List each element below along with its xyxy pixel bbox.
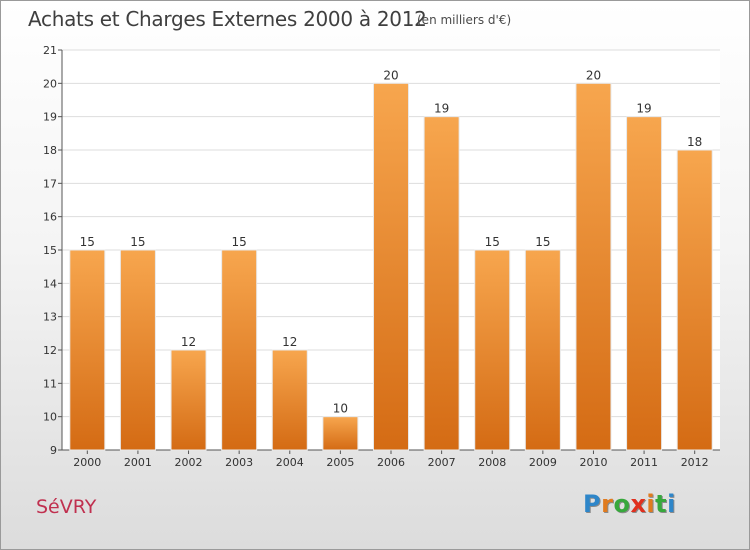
y-tick-label: 12 [43, 344, 57, 357]
x-tick-label: 2008 [478, 456, 506, 469]
proxiti-logo: Proxiti [583, 490, 676, 518]
bar-value-label: 12 [282, 335, 297, 349]
x-tick-label: 2007 [428, 456, 456, 469]
bar-value-label: 18 [687, 135, 702, 149]
bar-value-label: 15 [80, 235, 95, 249]
x-tick-label: 2002 [175, 456, 203, 469]
bar-value-label: 10 [333, 402, 348, 416]
logo-letter: i [667, 490, 676, 518]
bar [575, 82, 612, 451]
bar-value-label: 15 [485, 235, 500, 249]
bar-value-label: 15 [535, 235, 550, 249]
y-tick-label: 14 [43, 277, 57, 290]
bar [271, 349, 308, 451]
logo-letter: t [655, 490, 668, 518]
bar-value-label: 15 [232, 235, 247, 249]
bar-value-label: 20 [586, 68, 601, 82]
bar [676, 149, 713, 451]
bar [69, 249, 106, 451]
bar [474, 249, 511, 451]
x-tick-label: 2000 [73, 456, 101, 469]
bar-value-label: 12 [181, 335, 196, 349]
y-tick-label: 15 [43, 244, 57, 257]
logo-letter: i [646, 490, 656, 518]
x-tick-label: 2006 [377, 456, 405, 469]
x-tick-label: 2004 [276, 456, 304, 469]
logo-letter: P [583, 490, 602, 518]
bar [373, 82, 409, 451]
x-tick-label: 2012 [681, 456, 709, 469]
x-tick-label: 2010 [579, 456, 607, 469]
x-tick-label: 2001 [124, 456, 152, 469]
bar [423, 116, 460, 451]
labels: 9 10 11 12 13 14 15 16 17 18 19 20 21 15 2000 15 2001 12 2… [43, 44, 709, 469]
logo-letter: o [613, 490, 631, 518]
bar [322, 416, 359, 451]
bar [626, 116, 663, 451]
y-tick-label: 16 [43, 211, 57, 224]
bar-value-label: 19 [434, 102, 449, 116]
unit-label: (en milliers d'€) [417, 13, 512, 27]
y-tick-label: 10 [43, 411, 57, 424]
x-tick-label: 2003 [225, 456, 253, 469]
bar-value-label: 15 [130, 235, 145, 249]
x-tick-label: 2009 [529, 456, 557, 469]
y-tick-label: 19 [43, 111, 57, 124]
y-tick-label: 11 [43, 377, 57, 390]
x-tick-label: 2005 [326, 456, 354, 469]
y-tick-label: 21 [43, 44, 57, 57]
y-tick-label: 9 [50, 444, 57, 457]
commune-name: SéVRY [36, 496, 97, 518]
y-tick-label: 13 [43, 311, 57, 324]
title-text: Achats et Charges Externes 2000 à 2012 [28, 7, 427, 31]
y-tick-label: 18 [43, 144, 57, 157]
logo-letter: x [630, 490, 647, 518]
bar [119, 249, 156, 451]
bar-value-label: 20 [383, 68, 398, 82]
logo-letter: r [601, 490, 614, 518]
bar-value-label: 19 [636, 102, 651, 116]
bar [524, 249, 561, 451]
bar [170, 349, 207, 451]
y-tick-label: 17 [43, 177, 57, 190]
bars [69, 82, 713, 451]
bar [221, 249, 258, 451]
chart-title: Achats et Charges Externes 2000 à 2012 [28, 7, 427, 31]
y-tick-label: 20 [43, 77, 57, 90]
x-tick-label: 2011 [630, 456, 658, 469]
